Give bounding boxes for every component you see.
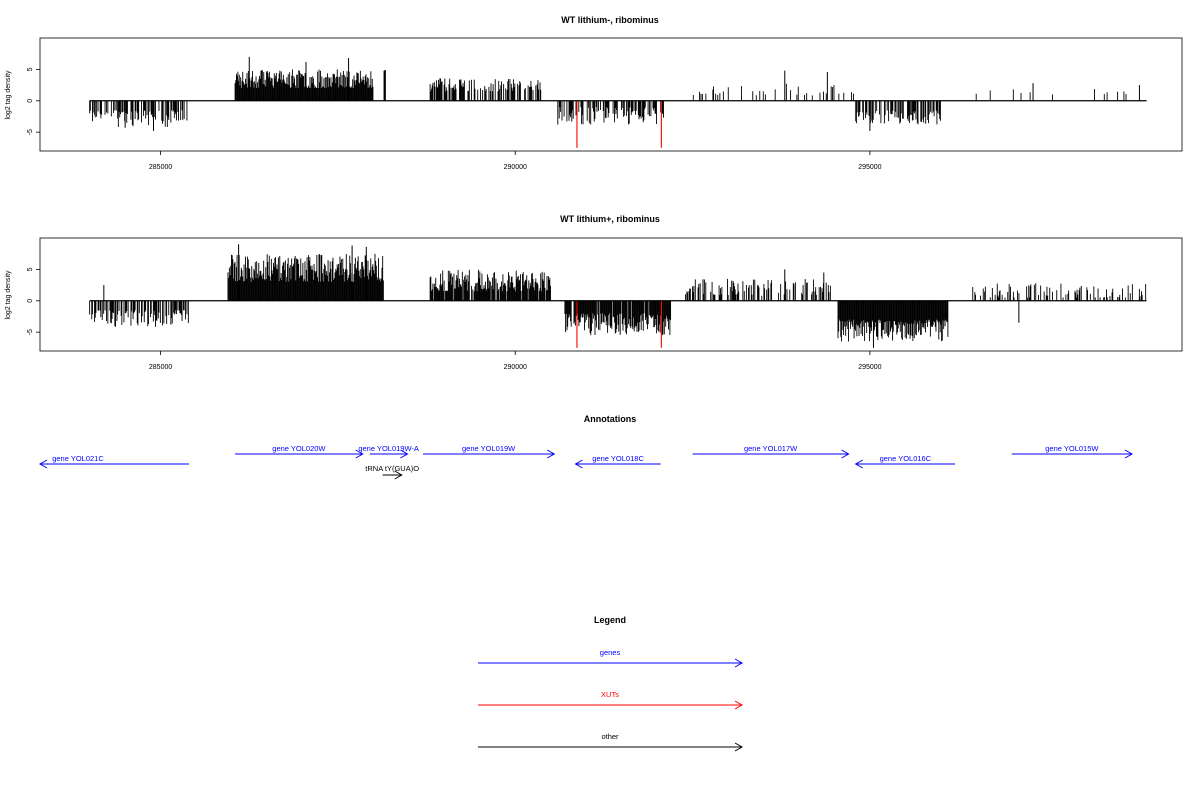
panel-title: WT lithium-, ribominus	[561, 15, 659, 25]
legend-items: genes XUTs other	[478, 648, 744, 752]
feature-label: gene YOL021C	[52, 454, 104, 463]
y-axis: -5 0 5	[27, 67, 40, 135]
y-tick-label: -5	[27, 329, 34, 335]
legend-item-xut: XUTs	[478, 690, 744, 710]
feature-gene-yol015w: gene YOL015W	[1011, 444, 1134, 459]
y-tick-label: 5	[27, 67, 34, 71]
feature-arrow	[38, 459, 189, 469]
feature-arrow	[1011, 449, 1134, 459]
legend-title: Legend	[594, 615, 626, 625]
feature-arrow	[382, 470, 403, 480]
feature-label: gene YOL020W	[272, 444, 326, 453]
y-tick-label: 0	[27, 299, 34, 303]
legend-label: XUTs	[601, 690, 619, 699]
y-tick-label: -5	[27, 129, 34, 135]
legend-arrow	[478, 658, 744, 668]
density-bars	[89, 244, 1147, 348]
x-tick-label: 295000	[858, 164, 881, 171]
feature-arrow	[692, 449, 850, 459]
feature-gene-yol016c: gene YOL016C	[854, 454, 956, 469]
x-axis: 285000 290000 295000	[149, 151, 882, 171]
feature-label: gene YOL019W	[462, 444, 516, 453]
feature-gene-yol019w: gene YOL019W	[423, 444, 556, 459]
legend-item-other: other	[478, 732, 744, 752]
feature-label: gene YOL019W-A	[358, 444, 419, 453]
annotations-title: Annotations	[584, 414, 637, 424]
x-axis: 285000 290000 295000	[149, 351, 882, 371]
x-tick-label: 290000	[504, 364, 527, 371]
feature-label: gene YOL018C	[592, 454, 644, 463]
plot-frame	[39, 37, 1183, 152]
density-panel-lithium-plus: WT lithium+, ribominus log2 tag density …	[5, 214, 1183, 371]
legend: Legend genes XUTs other	[478, 615, 744, 752]
feature-trna-ty-gua-o: tRNA tY(GUA)O	[365, 464, 419, 480]
highlight-bars	[576, 300, 662, 348]
feature-arrow	[574, 459, 661, 469]
feature-gene-yol020w: gene YOL020W	[235, 444, 364, 459]
feature-arrow	[235, 449, 364, 459]
legend-arrow	[478, 700, 744, 710]
legend-label: other	[601, 732, 619, 741]
x-tick-label: 285000	[149, 364, 172, 371]
feature-label: tRNA tY(GUA)O	[365, 464, 419, 473]
density-panel-lithium-minus: WT lithium-, ribominus log2 tag density …	[5, 15, 1183, 171]
feature-arrow	[854, 459, 956, 469]
y-axis-label: log2 tag density	[5, 70, 12, 120]
feature-label: gene YOL017W	[744, 444, 798, 453]
feature-arrow	[423, 449, 556, 459]
feature-gene-yol021c: gene YOL021C	[38, 454, 189, 469]
feature-gene-yol019w-a: gene YOL019W-A	[358, 444, 419, 459]
legend-label: genes	[600, 648, 621, 657]
feature-label: gene YOL015W	[1045, 444, 1099, 453]
x-tick-label: 295000	[858, 364, 881, 371]
density-bars	[89, 56, 1140, 131]
feature-label: gene YOL016C	[880, 454, 932, 463]
y-axis: -5 0 5	[27, 267, 40, 335]
legend-arrow	[478, 742, 744, 752]
y-tick-label: 5	[27, 267, 34, 271]
x-tick-label: 285000	[149, 164, 172, 171]
highlight-bars	[576, 100, 662, 148]
y-axis-label: log2 tag density	[5, 270, 12, 320]
feature-gene-yol017w: gene YOL017W	[692, 444, 850, 459]
legend-item-gene: genes	[478, 648, 744, 668]
feature-arrow	[369, 449, 409, 459]
feature-gene-yol018c: gene YOL018C	[574, 454, 661, 469]
panel-title: WT lithium+, ribominus	[560, 214, 660, 224]
y-tick-label: 0	[27, 99, 34, 103]
x-tick-label: 290000	[504, 164, 527, 171]
feature-list: gene YOL021C gene YOL020W gene YOL019W-A ge…	[38, 444, 1134, 480]
plot-frame	[39, 237, 1183, 352]
